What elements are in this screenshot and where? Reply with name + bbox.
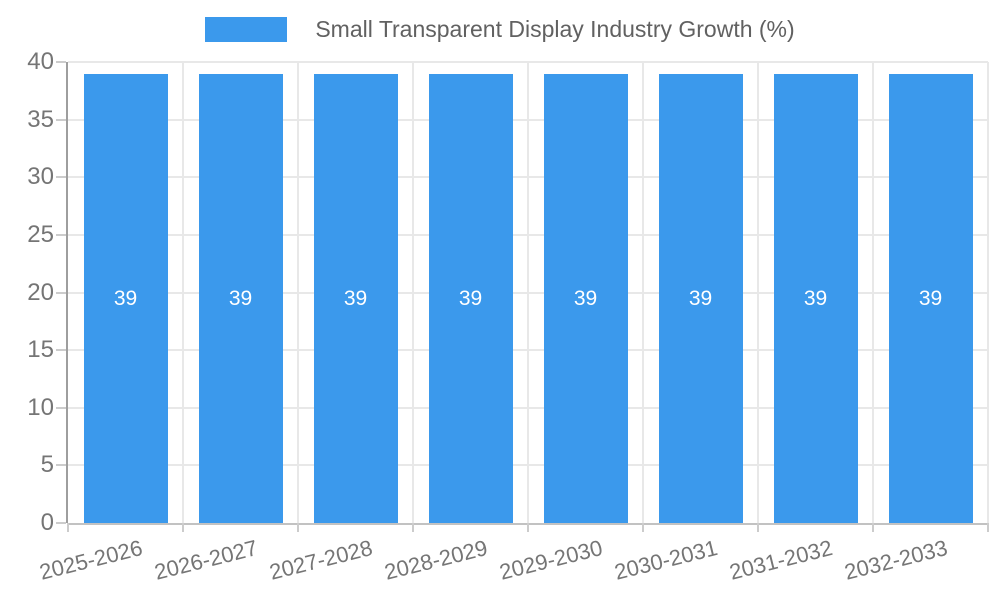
plot-area: 39 39 39 39 39 39 39 39 (66, 61, 989, 525)
y-axis-tick-mark (56, 522, 66, 524)
x-axis-tick-mark (872, 523, 874, 532)
y-axis-line (66, 62, 68, 523)
x-axis-tick-mark (412, 523, 414, 532)
y-axis-tick-mark (56, 464, 66, 467)
x-axis-label: 2032-2033 (842, 535, 951, 585)
x-axis-label: 2027-2028 (267, 535, 376, 585)
y-axis-tick-label: 40 (27, 48, 54, 75)
bar[interactable]: 39 (313, 73, 398, 523)
x-axis-tick-mark (67, 523, 69, 532)
y-axis-tick-mark (56, 349, 66, 352)
bar[interactable]: 39 (888, 73, 973, 523)
y-axis-tick-label: 30 (27, 163, 54, 191)
gridline-v (642, 62, 644, 523)
y-axis-tick-mark (56, 233, 66, 236)
y-axis-tick-label: 10 (27, 393, 54, 421)
y-axis-tick-mark (56, 118, 66, 121)
y-axis-tick-label: 15 (27, 336, 54, 364)
gridline-v (527, 62, 529, 523)
x-axis-label: 2031-2032 (727, 535, 836, 585)
y-axis-tick-label: 20 (27, 278, 54, 306)
gridline-v (872, 62, 874, 523)
x-axis-label: 2029-2030 (497, 535, 606, 585)
bar-value-label: 39 (918, 286, 943, 310)
y-axis-tick-mark (56, 176, 66, 179)
x-axis-tick-mark (527, 523, 529, 532)
bar-value-label: 39 (803, 286, 828, 310)
x-axis-label: 2026-2027 (152, 535, 261, 585)
bar[interactable]: 39 (543, 73, 628, 523)
gridline-v (182, 62, 184, 523)
legend-swatch-icon (205, 17, 288, 42)
y-axis-tick-mark (56, 291, 66, 294)
y-axis-tick-mark (56, 406, 66, 409)
x-axis-tick-mark (182, 523, 184, 532)
y-axis-tick-label: 35 (27, 105, 54, 133)
bar[interactable]: 39 (658, 73, 743, 523)
y-axis-tick-label: 5 (40, 451, 54, 479)
bar[interactable]: 39 (428, 73, 513, 523)
bar-value-label: 39 (573, 286, 598, 310)
legend-label: Small Transparent Display Industry Growt… (315, 16, 795, 42)
bar-value-label: 39 (343, 286, 368, 310)
x-axis-tick-mark (297, 523, 299, 532)
bar-value-label: 39 (688, 286, 713, 310)
x-axis-tick-mark (757, 523, 759, 532)
x-axis-label: 2030-2031 (612, 535, 721, 585)
x-axis-tick-mark (987, 523, 989, 532)
legend: Small Transparent Display Industry Growt… (0, 16, 1000, 43)
x-axis-tick-mark (642, 523, 644, 532)
bar-value-label: 39 (113, 286, 138, 310)
bar[interactable]: 39 (83, 73, 168, 523)
bar-value-label: 39 (458, 286, 483, 310)
y-axis-tick-mark (56, 61, 66, 63)
gridline-v (987, 62, 989, 523)
y-axis-tick-label: 25 (27, 220, 54, 248)
gridline-v (297, 62, 299, 523)
bar[interactable]: 39 (198, 73, 283, 523)
bar-value-label: 39 (228, 286, 253, 310)
gridline-v (757, 62, 759, 523)
legend-item[interactable]: Small Transparent Display Industry Growt… (205, 16, 795, 43)
y-axis-tick-label: 0 (40, 509, 54, 536)
x-axis-label: 2028-2029 (382, 535, 491, 585)
gridline-v (412, 62, 414, 523)
x-axis-label: 2025-2026 (37, 535, 146, 585)
bar[interactable]: 39 (773, 73, 858, 523)
